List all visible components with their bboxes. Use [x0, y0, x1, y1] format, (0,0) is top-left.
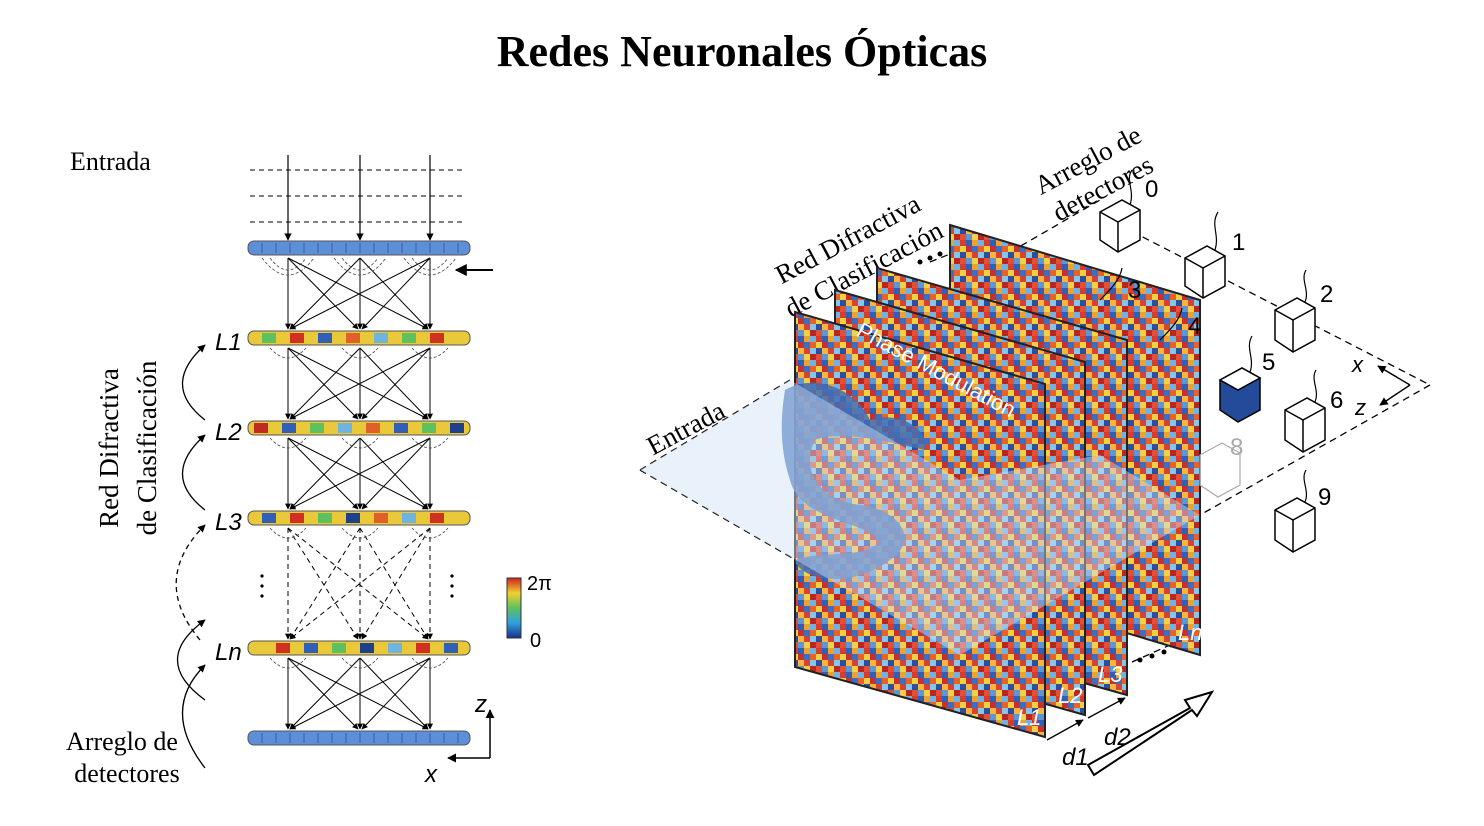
svg-text:3: 3: [1128, 277, 1141, 304]
layer-bar-Ln: [247, 640, 471, 656]
svg-text:z: z: [1354, 395, 1366, 420]
layer-bar-L1: [247, 330, 471, 346]
layer-bar-L3: [247, 510, 471, 526]
svg-text:9: 9: [1318, 484, 1331, 511]
input-wavefronts: [250, 169, 466, 223]
detector-9: [1274, 497, 1316, 553]
layer-label-L2: L2: [215, 419, 242, 446]
svg-text:0: 0: [530, 630, 541, 652]
svg-text:0: 0: [1145, 176, 1158, 203]
dashed-curved-arrow: [175, 524, 206, 641]
distance-markers: [1046, 697, 1126, 741]
layer-bar-input: [247, 240, 471, 256]
svg-text:x: x: [1351, 352, 1364, 377]
input-light-sheet: [640, 380, 1200, 655]
svg-text:Red Difractiva: Red Difractiva: [94, 368, 124, 528]
propagation-arrow: [1086, 690, 1215, 777]
left-detector-label-2: detectores: [74, 759, 179, 788]
svg-text:de Clasificación: de Clasificación: [132, 360, 162, 535]
detector-8-faded: [1199, 442, 1241, 498]
detector-cubes: [1099, 199, 1326, 553]
detector-6: [1284, 397, 1326, 453]
svg-text:Ln: Ln: [1178, 620, 1202, 645]
layer-curved-arrows: [177, 344, 206, 769]
left-input-label: Entrada: [70, 147, 151, 176]
ellipsis-dots: [260, 574, 454, 598]
layer-bar-detector: [247, 730, 471, 746]
left-network-label: Red Difractiva de Clasificación: [94, 360, 162, 535]
diffraction-arcs: [261, 257, 457, 669]
svg-text:x: x: [424, 761, 438, 788]
svg-text:2π: 2π: [527, 573, 552, 595]
right-axes: x z: [1351, 352, 1411, 420]
svg-text:L1: L1: [1017, 705, 1041, 730]
layer-label-L3: L3: [215, 509, 242, 536]
left-axes: z x: [424, 691, 495, 788]
page-title: Redes Neuronales Ópticas: [496, 27, 988, 76]
layer-label-Ln: Ln: [215, 639, 242, 666]
layer-label-L1: L1: [215, 329, 242, 356]
detector-0: [1099, 199, 1141, 253]
svg-text:d1: d1: [1062, 744, 1089, 771]
svg-text:4: 4: [1188, 313, 1201, 340]
svg-text:L2: L2: [1058, 683, 1082, 708]
phase-colorbar: 2π 0: [506, 573, 552, 652]
detector-5-active: [1218, 367, 1262, 423]
svg-text:6: 6: [1330, 387, 1343, 414]
svg-text:8: 8: [1230, 434, 1243, 461]
right-panel: Red Difractiva de Clasificación Arreglo …: [639, 120, 1431, 777]
layer-bar-L2: [247, 420, 471, 436]
left-layer-labels: L1 L2 L3 Ln: [215, 329, 242, 666]
svg-text:L3: L3: [1098, 662, 1123, 687]
detector-2: [1274, 297, 1316, 353]
input-arrows: [284, 155, 434, 241]
left-detector-label-1: Arreglo de: [66, 727, 178, 756]
detector-wires: [1099, 169, 1318, 503]
dashed-connections: [285, 527, 433, 640]
svg-text:5: 5: [1262, 349, 1275, 376]
solid-connections: [285, 257, 433, 730]
detector-1: [1184, 245, 1226, 299]
svg-text:z: z: [474, 691, 487, 718]
right-detector-label: Arreglo de detectores: [1029, 120, 1158, 228]
svg-text:2: 2: [1320, 281, 1333, 308]
detector-numbers: 0 1 2 3 4 5 6 8 9: [1128, 176, 1343, 511]
svg-text:1: 1: [1232, 229, 1245, 256]
left-panel: Entrada: [66, 147, 552, 788]
plate-ellipsis: [917, 251, 1167, 663]
input-digit-shape: [781, 382, 926, 579]
distance-labels: d1 d2: [1062, 724, 1131, 771]
